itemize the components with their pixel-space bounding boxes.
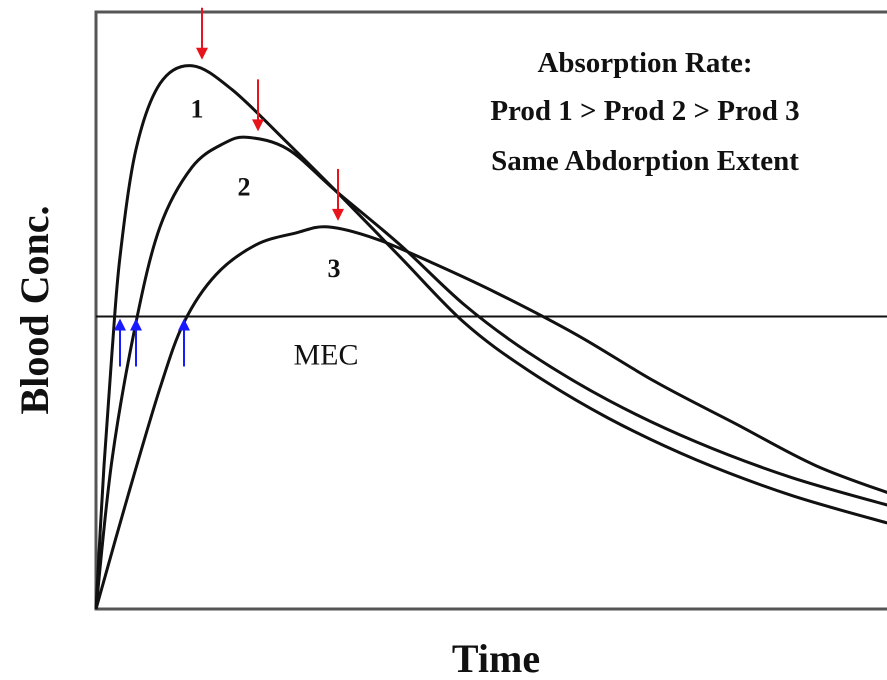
annotation-line-3: Same Abdorption Extent — [491, 145, 799, 177]
arrows-group — [114, 7, 344, 367]
annotation-line-1: Absorption Rate: — [537, 47, 752, 79]
mec-label: MEC — [293, 338, 358, 371]
onset-arrow-1 — [114, 318, 126, 367]
curve-label-1: 1 — [191, 95, 204, 124]
curve-labels-group: 1 2 3 — [191, 95, 341, 283]
peak-arrow-1 — [196, 7, 208, 60]
onset-arrow-2 — [130, 318, 142, 367]
curve-3 — [94, 225, 887, 610]
annotation-block: Absorption Rate: Prod 1 > Prod 2 > Prod … — [490, 47, 799, 177]
annotation-line-2: Prod 1 > Prod 2 > Prod 3 — [490, 95, 799, 127]
peak-arrow-2 — [252, 79, 264, 132]
onset-arrow-3 — [178, 318, 190, 367]
x-axis-label: Time — [452, 636, 540, 680]
curve-label-3: 3 — [328, 254, 341, 283]
curve-1 — [94, 64, 887, 610]
peak-arrow-3 — [332, 168, 344, 221]
y-axis-label: Blood Conc. — [12, 206, 57, 415]
curve-label-2: 2 — [238, 172, 251, 201]
plot-frame — [94, 10, 887, 611]
